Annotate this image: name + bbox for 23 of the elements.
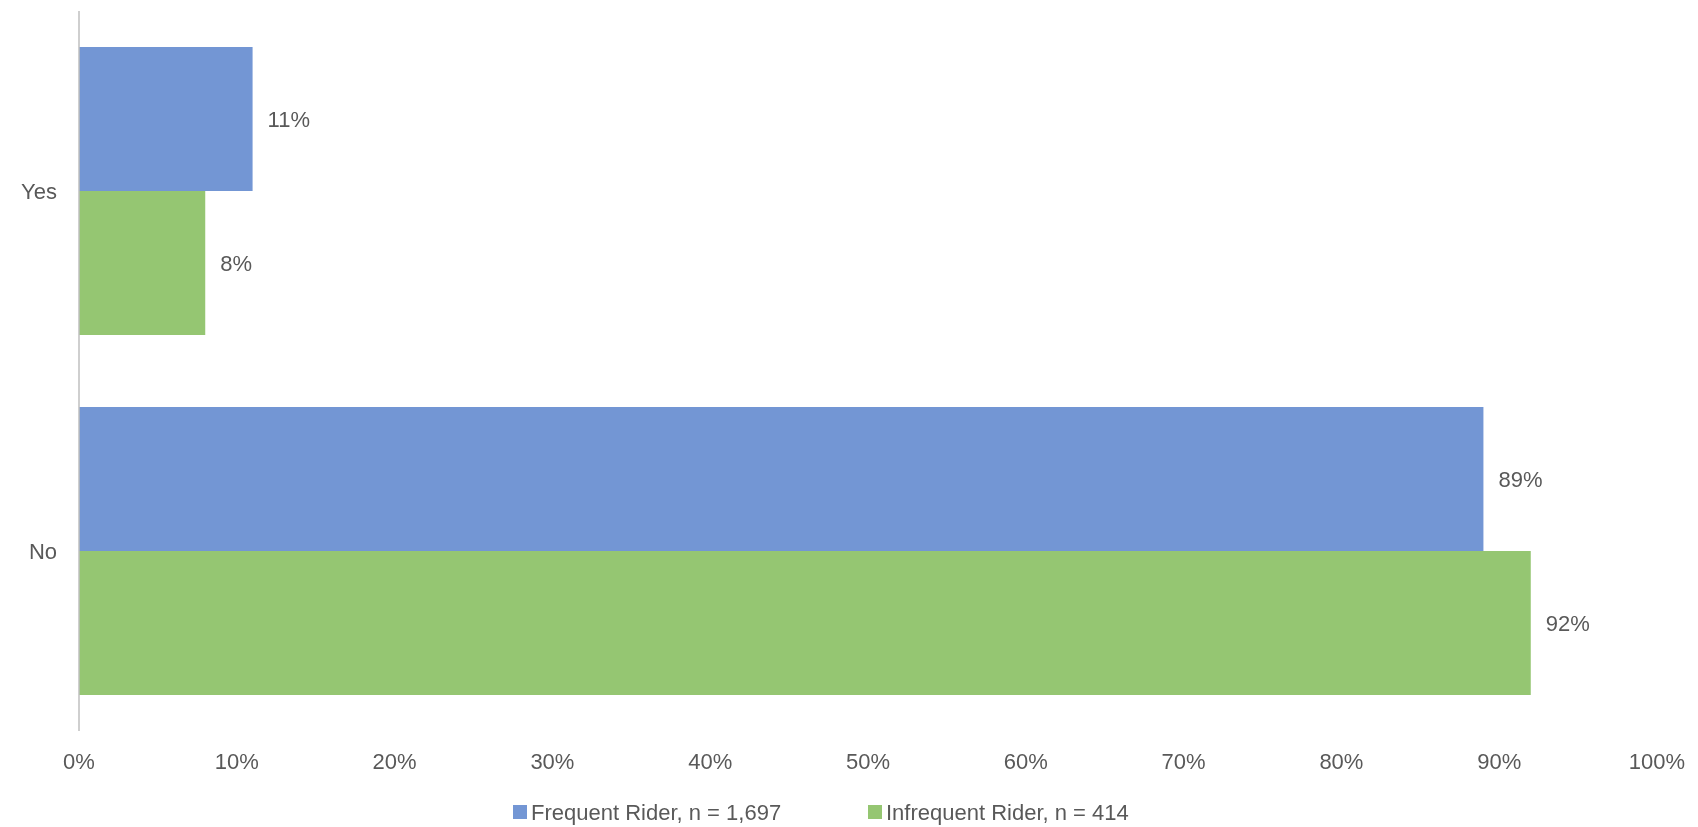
y-tick-label: Yes (21, 178, 57, 204)
x-tick-label: 40% (688, 748, 733, 774)
legend-label: Infrequent Rider, n = 414 (886, 799, 1129, 825)
bar (79, 47, 253, 191)
data-label: 11% (267, 106, 310, 132)
x-tick-label: 0% (63, 748, 95, 774)
x-tick-label: 100% (1628, 748, 1686, 774)
data-label: 89% (1498, 466, 1543, 492)
bar (79, 407, 1484, 551)
bar (79, 551, 1531, 695)
x-tick-label: 80% (1319, 748, 1364, 774)
x-tick-label: 10% (214, 748, 259, 774)
x-tick-label: 60% (1003, 748, 1048, 774)
x-tick-label: 90% (1477, 748, 1522, 774)
x-tick-label: 70% (1161, 748, 1206, 774)
x-tick-label: 50% (845, 748, 891, 774)
data-label: 8% (220, 250, 253, 276)
data-label: 92% (1545, 610, 1590, 636)
x-tick-label: 20% (372, 748, 417, 774)
y-tick-label: No (28, 538, 57, 564)
legend-label: Frequent Rider, n = 1,697 (531, 799, 782, 825)
x-tick-label: 30% (530, 748, 575, 774)
bar (79, 191, 206, 335)
